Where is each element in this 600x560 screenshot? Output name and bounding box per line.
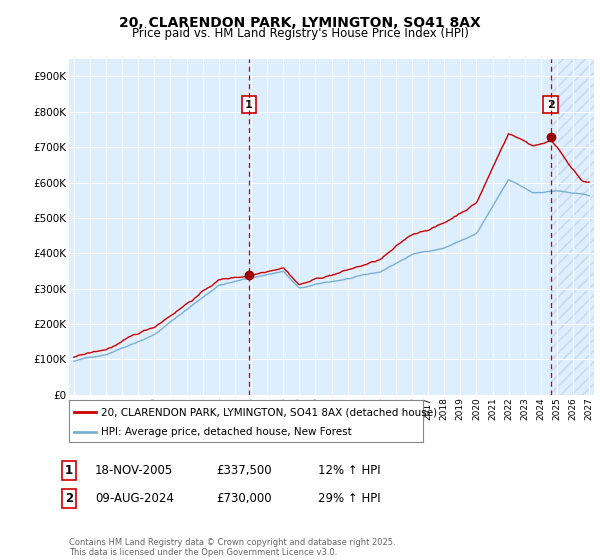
Text: 18-NOV-2005: 18-NOV-2005: [95, 464, 173, 477]
Text: 2: 2: [65, 492, 73, 505]
Text: 09-AUG-2024: 09-AUG-2024: [95, 492, 173, 505]
Text: 20, CLARENDON PARK, LYMINGTON, SO41 8AX (detached house): 20, CLARENDON PARK, LYMINGTON, SO41 8AX …: [101, 407, 437, 417]
Text: 1: 1: [245, 100, 253, 110]
Text: 12% ↑ HPI: 12% ↑ HPI: [318, 464, 380, 477]
Text: £730,000: £730,000: [216, 492, 272, 505]
Text: HPI: Average price, detached house, New Forest: HPI: Average price, detached house, New …: [101, 427, 352, 437]
Text: 2: 2: [547, 100, 554, 110]
Text: Price paid vs. HM Land Registry's House Price Index (HPI): Price paid vs. HM Land Registry's House …: [131, 27, 469, 40]
Text: 1: 1: [65, 464, 73, 477]
Bar: [551, 59, 597, 395]
Text: £337,500: £337,500: [216, 464, 272, 477]
Bar: [551, 59, 597, 395]
Text: Contains HM Land Registry data © Crown copyright and database right 2025.
This d: Contains HM Land Registry data © Crown c…: [69, 538, 395, 557]
Text: 29% ↑ HPI: 29% ↑ HPI: [318, 492, 380, 505]
Text: 20, CLARENDON PARK, LYMINGTON, SO41 8AX: 20, CLARENDON PARK, LYMINGTON, SO41 8AX: [119, 16, 481, 30]
